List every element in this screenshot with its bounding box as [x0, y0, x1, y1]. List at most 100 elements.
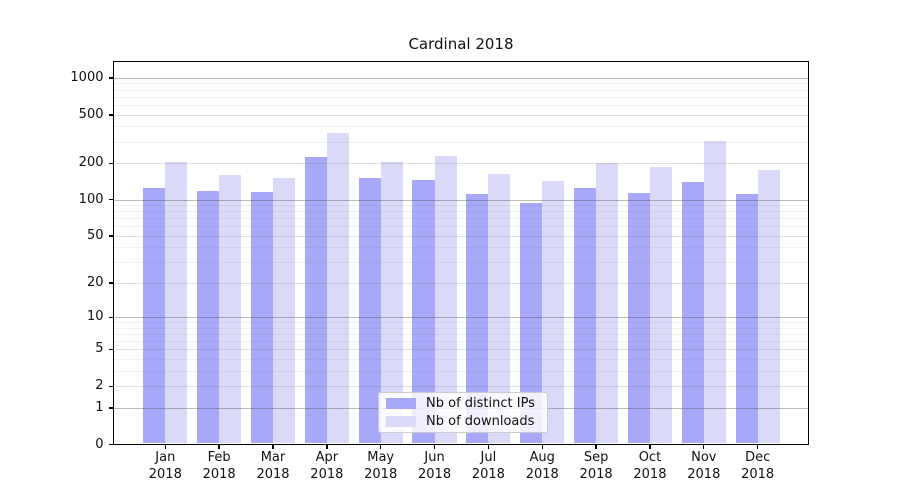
legend-swatch-distinct-ips — [386, 397, 416, 409]
y-tickmark-100 — [109, 199, 113, 201]
gridline-6 — [113, 341, 809, 343]
bar-downloads-feb — [219, 175, 242, 444]
bar-distinct-ips-dec — [735, 194, 758, 444]
bar-distinct-ips-apr — [304, 156, 327, 444]
bar-distinct-ips-jul — [466, 193, 489, 444]
x-tickmark-apr — [326, 444, 328, 449]
y-tick-label-100: 100 — [78, 191, 104, 207]
x-tickmark-nov — [703, 444, 705, 449]
y-tickmark-2 — [109, 385, 113, 388]
gridline-40 — [113, 247, 809, 249]
gridline-4 — [113, 359, 809, 361]
x-tick-label-dec: Dec 2018 — [741, 449, 775, 482]
gridline-50 — [113, 235, 809, 237]
bar-distinct-ips-oct — [627, 192, 650, 444]
gridline-90 — [113, 205, 809, 207]
y-tick-label-1000: 1000 — [70, 69, 104, 85]
gridline-300 — [113, 141, 809, 143]
bar-downloads-apr — [326, 133, 349, 444]
y-tickmark-5 — [109, 348, 113, 351]
y-tick-label-5: 5 — [95, 341, 104, 357]
y-tickmark-500 — [109, 114, 113, 116]
bar-distinct-ips-feb — [197, 191, 220, 444]
x-tickmark-may — [380, 444, 382, 449]
legend-item-downloads: Nb of downloads — [386, 414, 540, 431]
bar-downloads-nov — [703, 140, 726, 444]
gridline-1000 — [113, 77, 809, 79]
x-tickmark-feb — [218, 444, 220, 449]
x-tickmark-mar — [272, 444, 274, 449]
gridline-400 — [113, 126, 809, 128]
gridline-70 — [113, 218, 809, 220]
x-tickmark-jul — [487, 444, 490, 449]
x-tickmark-dec — [756, 444, 759, 449]
x-tickmark-oct — [649, 444, 651, 449]
chart-title: Cardinal 2018 — [408, 35, 514, 53]
legend-label-distinct-ips: Nb of distinct IPs — [426, 395, 535, 411]
bar-downloads-may — [380, 161, 403, 444]
x-tickmark-jun — [433, 444, 436, 449]
legend-item-distinct-ips: Nb of distinct IPs — [386, 395, 540, 412]
gridline-80 — [113, 211, 809, 213]
x-tick-label-sep: Sep 2018 — [579, 449, 613, 482]
gridline-3 — [113, 370, 809, 372]
gridline-700 — [113, 96, 809, 98]
bar-downloads-oct — [649, 167, 673, 444]
y-tickmark-20 — [109, 282, 113, 284]
y-tickmark-0 — [109, 444, 113, 446]
gridline-200 — [113, 163, 809, 165]
y-tick-label-10: 10 — [86, 309, 104, 325]
bar-downloads-sep — [596, 162, 619, 444]
gridline-30 — [113, 262, 809, 264]
y-tickmark-200 — [109, 162, 113, 164]
gridline-100 — [113, 199, 809, 201]
y-tickmark-1 — [109, 407, 113, 409]
x-tickmark-aug — [541, 444, 543, 449]
x-tick-label-oct: Oct 2018 — [633, 449, 667, 482]
gridline-60 — [113, 226, 809, 228]
bar-downloads-jul — [488, 173, 511, 444]
y-tick-label-2: 2 — [95, 378, 104, 394]
gridline-7 — [113, 334, 809, 336]
x-tick-label-jun: Jun 2018 — [418, 449, 452, 482]
bar-distinct-ips-jan — [143, 187, 166, 444]
x-tick-label-apr: Apr 2018 — [310, 449, 344, 482]
gridline-20 — [113, 282, 809, 284]
gridline-10 — [113, 317, 809, 319]
bar-downloads-mar — [273, 177, 296, 444]
x-tick-label-mar: Mar 2018 — [256, 449, 290, 482]
y-tickmark-1000 — [109, 77, 113, 79]
gridline-5 — [113, 349, 809, 351]
bar-downloads-aug — [542, 180, 565, 444]
x-tick-label-jul: Jul 2018 — [471, 449, 505, 482]
y-tick-label-1: 1 — [95, 399, 104, 415]
bar-downloads-jun — [434, 155, 457, 444]
bar-distinct-ips-mar — [250, 192, 273, 444]
y-tick-label-200: 200 — [78, 155, 104, 171]
bar-downloads-dec — [757, 170, 780, 444]
gridline-900 — [113, 83, 809, 85]
x-tick-label-nov: Nov 2018 — [687, 449, 721, 482]
y-tickmark-50 — [109, 235, 113, 237]
gridline-9 — [113, 322, 809, 324]
y-tick-label-500: 500 — [78, 106, 104, 122]
bar-distinct-ips-nov — [681, 181, 704, 444]
x-tick-label-aug: Aug 2018 — [525, 449, 559, 482]
bar-distinct-ips-may — [358, 177, 381, 444]
legend-swatch-downloads — [386, 416, 416, 428]
gridline-2 — [113, 386, 809, 388]
x-tickmark-jan — [164, 444, 166, 449]
bar-distinct-ips-aug — [520, 202, 543, 444]
y-tickmark-10 — [109, 316, 113, 319]
legend: Nb of distinct IPs Nb of downloads — [378, 392, 548, 433]
bar-downloads-jan — [165, 161, 188, 444]
gridline-8 — [113, 327, 809, 329]
gridline-500 — [113, 114, 809, 116]
x-tickmark-sep — [595, 444, 597, 449]
x-tick-label-jan: Jan 2018 — [148, 449, 182, 482]
y-tick-label-0: 0 — [95, 436, 104, 452]
gridline-600 — [113, 104, 809, 106]
legend-label-downloads: Nb of downloads — [426, 414, 535, 430]
gridline-800 — [113, 89, 809, 91]
